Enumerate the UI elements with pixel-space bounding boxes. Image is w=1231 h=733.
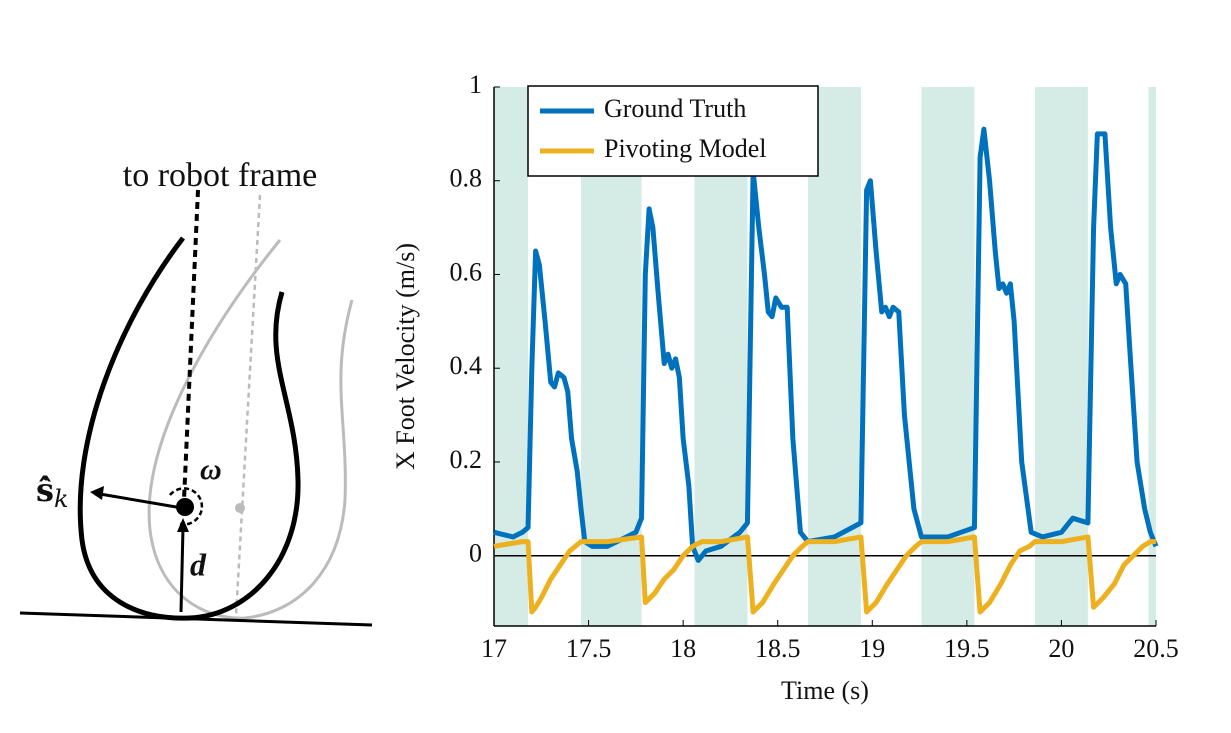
series-line bbox=[493, 126, 1159, 563]
x-tick-label: 18 bbox=[670, 634, 696, 663]
gray-foot-shape bbox=[339, 299, 354, 501]
s-main: ŝ̇ bbox=[36, 471, 54, 509]
x-tick-label: 17 bbox=[481, 634, 507, 663]
gray-dot bbox=[235, 503, 245, 513]
x-tick-label: 20.5 bbox=[1133, 634, 1179, 663]
stance-band bbox=[1148, 87, 1156, 626]
y-tick-label: 0.6 bbox=[450, 257, 483, 286]
x-axis-label: Time (s) bbox=[781, 676, 869, 705]
arrow bbox=[99, 492, 183, 510]
gray-dashed-line bbox=[234, 194, 262, 617]
y-tick-label: 0.2 bbox=[450, 445, 483, 474]
omega-label: ω bbox=[200, 453, 222, 486]
gray-foot-shape bbox=[147, 239, 347, 620]
legend-box bbox=[527, 85, 819, 177]
diagram: to robot frame ŝ̇k ω d bbox=[19, 157, 373, 627]
arrow-head bbox=[90, 486, 104, 500]
chart: 0 0.2 0.4 0.6 0.8 1 17 17.5 18 18.5 19 19.5 20 20.5 Ti… bbox=[391, 70, 1179, 705]
contact-dot bbox=[176, 498, 194, 516]
x-tick-label: 19 bbox=[859, 634, 885, 663]
legend-label: Ground Truth bbox=[604, 94, 746, 123]
diagram-title: to robot frame bbox=[123, 157, 318, 194]
rotation-arc bbox=[169, 487, 204, 526]
arrow-head bbox=[177, 518, 189, 532]
y-tick-label: 1 bbox=[469, 70, 482, 99]
s-label: ŝ̇k bbox=[36, 471, 69, 513]
s-subscript: k bbox=[54, 485, 69, 513]
x-tick-label: 20 bbox=[1048, 634, 1074, 663]
stance-band bbox=[921, 87, 975, 626]
arrow bbox=[179, 527, 185, 613]
y-tick-label: 0.4 bbox=[450, 351, 483, 380]
y-tick-label: 0 bbox=[469, 539, 482, 568]
y-tick-label: 0.8 bbox=[450, 164, 483, 193]
d-label: d bbox=[190, 546, 207, 582]
dashed-line bbox=[182, 189, 200, 501]
series-line bbox=[493, 534, 1156, 615]
x-tick-label: 17.5 bbox=[566, 634, 612, 663]
y-axis-label: X Foot Velocity (m/s) bbox=[391, 243, 420, 470]
ground-line bbox=[19, 611, 373, 627]
legend-label: Pivoting Model bbox=[604, 134, 767, 163]
stance-band bbox=[1034, 87, 1088, 626]
x-tick-label: 18.5 bbox=[755, 634, 801, 663]
x-tick-label: 19.5 bbox=[944, 634, 990, 663]
